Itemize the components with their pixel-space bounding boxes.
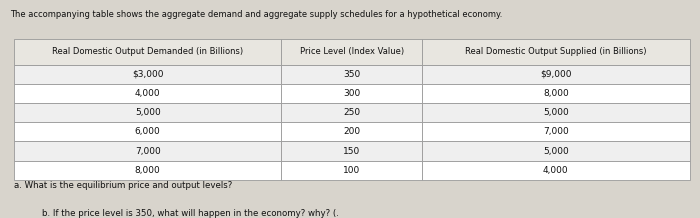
Bar bbox=[281, 141, 422, 161]
Text: 100: 100 bbox=[343, 166, 360, 175]
Text: Real Domestic Output Demanded (in Billions): Real Domestic Output Demanded (in Billio… bbox=[52, 47, 244, 56]
Text: 7,000: 7,000 bbox=[135, 146, 160, 155]
Text: b. If the price level is 350, what will happen in the economy? why? (.: b. If the price level is 350, what will … bbox=[42, 209, 339, 218]
Text: 350: 350 bbox=[343, 70, 360, 79]
Text: 8,000: 8,000 bbox=[543, 89, 568, 98]
Bar bbox=[14, 84, 281, 103]
Bar bbox=[422, 84, 690, 103]
Bar bbox=[422, 103, 690, 122]
Bar bbox=[14, 39, 281, 65]
Bar bbox=[281, 161, 422, 180]
Text: 4,000: 4,000 bbox=[135, 89, 160, 98]
Bar bbox=[14, 65, 281, 84]
Bar bbox=[422, 161, 690, 180]
Bar bbox=[422, 39, 690, 65]
Text: 200: 200 bbox=[343, 127, 360, 136]
Bar bbox=[281, 39, 422, 65]
Text: 5,000: 5,000 bbox=[543, 108, 568, 117]
Bar bbox=[14, 122, 281, 141]
Bar bbox=[281, 103, 422, 122]
Text: $9,000: $9,000 bbox=[540, 70, 572, 79]
Text: 6,000: 6,000 bbox=[135, 127, 160, 136]
Bar bbox=[422, 141, 690, 161]
Text: a. What is the equilibrium price and output levels?: a. What is the equilibrium price and out… bbox=[14, 181, 232, 190]
Bar bbox=[281, 84, 422, 103]
Text: 250: 250 bbox=[343, 108, 360, 117]
Bar bbox=[281, 122, 422, 141]
Text: Price Level (Index Value): Price Level (Index Value) bbox=[300, 47, 404, 56]
Bar bbox=[14, 103, 281, 122]
Text: 4,000: 4,000 bbox=[543, 166, 568, 175]
Text: Real Domestic Output Supplied (in Billions): Real Domestic Output Supplied (in Billio… bbox=[465, 47, 647, 56]
Text: 150: 150 bbox=[343, 146, 360, 155]
Bar bbox=[422, 122, 690, 141]
Text: 5,000: 5,000 bbox=[543, 146, 568, 155]
Text: 5,000: 5,000 bbox=[135, 108, 160, 117]
Text: The accompanying table shows the aggregate demand and aggregate supply schedules: The accompanying table shows the aggrega… bbox=[10, 10, 503, 19]
Text: 8,000: 8,000 bbox=[135, 166, 160, 175]
Bar bbox=[14, 161, 281, 180]
Text: 7,000: 7,000 bbox=[543, 127, 568, 136]
Bar bbox=[281, 65, 422, 84]
Bar bbox=[14, 141, 281, 161]
Text: 300: 300 bbox=[343, 89, 360, 98]
Bar bbox=[422, 65, 690, 84]
Text: $3,000: $3,000 bbox=[132, 70, 163, 79]
